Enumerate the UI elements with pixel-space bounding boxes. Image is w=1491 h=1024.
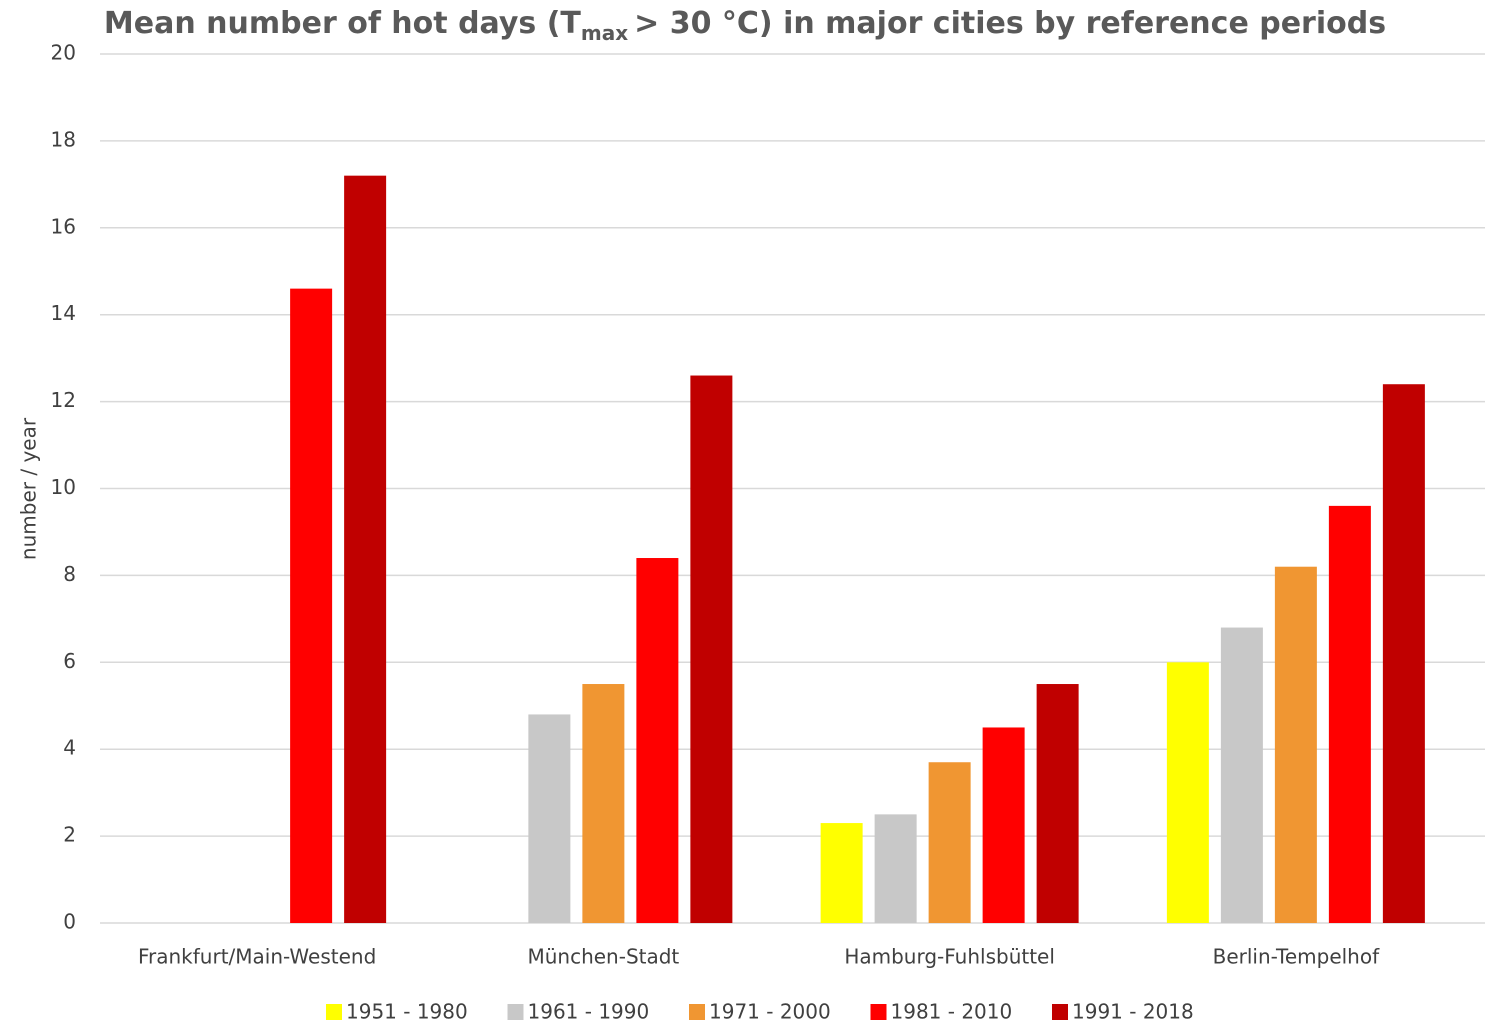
x-tick-label: München-Stadt <box>527 945 679 969</box>
y-axis-label: number / year <box>17 417 41 560</box>
chart-title: Mean number of hot days (Tmax > 30 °C) in… <box>104 6 1386 45</box>
bar <box>1220 627 1263 923</box>
legend-swatch <box>326 1004 342 1020</box>
legend-swatch <box>870 1004 887 1020</box>
y-tick-label: 10 <box>51 475 76 499</box>
y-tick-label: 8 <box>63 562 76 586</box>
title-subscript: max <box>581 21 628 45</box>
y-tick-label: 0 <box>63 910 76 934</box>
y-tick-label: 4 <box>63 736 76 760</box>
y-tick-label: 6 <box>63 649 76 673</box>
bar <box>874 814 917 923</box>
x-tick-label: Berlin-Tempelhof <box>1213 945 1380 969</box>
bar <box>1166 662 1209 923</box>
bar <box>344 175 387 923</box>
x-tick-label: Hamburg-Fuhlsbüttel <box>844 945 1055 969</box>
legend-label: 1981 - 2010 <box>891 1000 1013 1024</box>
title-part: > 30 °C) in major cities by reference pe… <box>634 6 1386 41</box>
legend-swatch <box>1052 1004 1068 1020</box>
bar <box>982 727 1025 923</box>
legend-label: 1961 - 1990 <box>528 1000 650 1024</box>
bar <box>928 762 971 923</box>
bar <box>290 288 333 923</box>
bar <box>820 823 863 923</box>
bar <box>690 375 733 923</box>
legend-label: 1951 - 1980 <box>346 1000 468 1024</box>
title-part: Mean number of hot days (T <box>104 6 582 41</box>
bar <box>636 558 679 923</box>
y-tick-label: 14 <box>51 301 76 325</box>
legend-label: 1971 - 2000 <box>709 1000 831 1024</box>
legend-swatch <box>689 1004 705 1020</box>
x-tick-label: Frankfurt/Main-Westend <box>138 945 376 969</box>
bar <box>528 714 571 923</box>
bar <box>1036 684 1079 923</box>
bar <box>582 684 625 923</box>
bar <box>1328 505 1371 923</box>
y-tick-label: 16 <box>51 214 76 238</box>
legend-swatch <box>507 1004 524 1020</box>
y-tick-label: 12 <box>51 388 76 412</box>
bar <box>1382 384 1425 924</box>
bar <box>1274 566 1317 923</box>
y-tick-label: 2 <box>63 823 76 847</box>
y-tick-label: 20 <box>51 41 76 65</box>
legend-label: 1991 - 2018 <box>1072 1000 1194 1024</box>
y-tick-label: 18 <box>51 127 76 151</box>
